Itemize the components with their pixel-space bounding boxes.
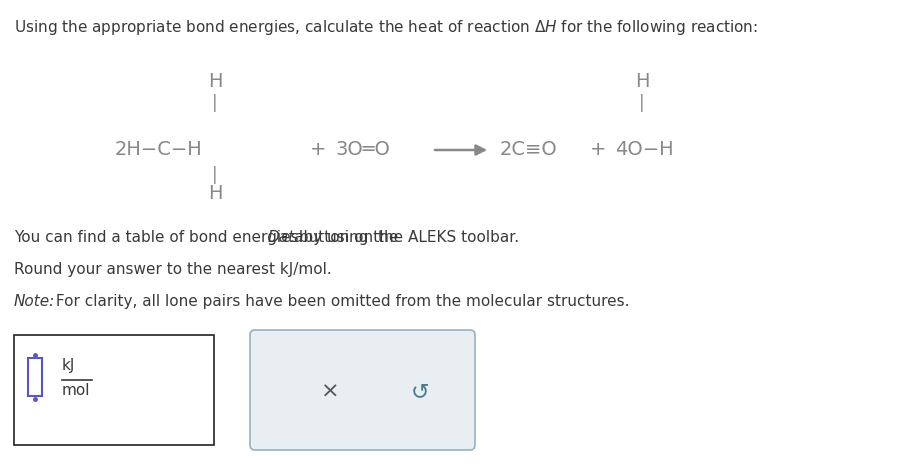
Text: For clarity, all lone pairs have been omitted from the molecular structures.: For clarity, all lone pairs have been om… — [51, 294, 630, 309]
Text: H: H — [207, 72, 222, 91]
Text: Data: Data — [268, 230, 304, 245]
Text: ↺: ↺ — [410, 382, 430, 402]
Text: |: | — [212, 94, 218, 112]
Text: H: H — [207, 184, 222, 203]
Bar — [14, 335, 214, 445]
Text: H: H — [634, 72, 649, 91]
Text: 4O−H: 4O−H — [615, 140, 674, 159]
Text: 2C≡O: 2C≡O — [500, 140, 558, 159]
Text: button on the ALEKS toolbar.: button on the ALEKS toolbar. — [294, 230, 519, 245]
Text: 2H−C−H: 2H−C−H — [115, 140, 203, 159]
Text: mol: mol — [62, 383, 90, 398]
FancyBboxPatch shape — [250, 330, 475, 450]
Text: |: | — [212, 166, 218, 184]
Text: Round your answer to the nearest kJ/mol.: Round your answer to the nearest kJ/mol. — [14, 262, 332, 277]
Text: +: + — [310, 140, 326, 159]
Text: 3O═O: 3O═O — [335, 140, 390, 159]
Text: kJ: kJ — [62, 358, 76, 373]
Bar — [28, 358, 42, 396]
Text: Note:: Note: — [14, 294, 55, 309]
Text: ×: × — [321, 382, 339, 402]
Text: +: + — [590, 140, 607, 159]
Text: Using the appropriate bond energies, calculate the heat of reaction $\Delta H$ f: Using the appropriate bond energies, cal… — [14, 18, 758, 37]
Text: You can find a table of bond energies by using the: You can find a table of bond energies by… — [14, 230, 403, 245]
Text: |: | — [639, 94, 644, 112]
